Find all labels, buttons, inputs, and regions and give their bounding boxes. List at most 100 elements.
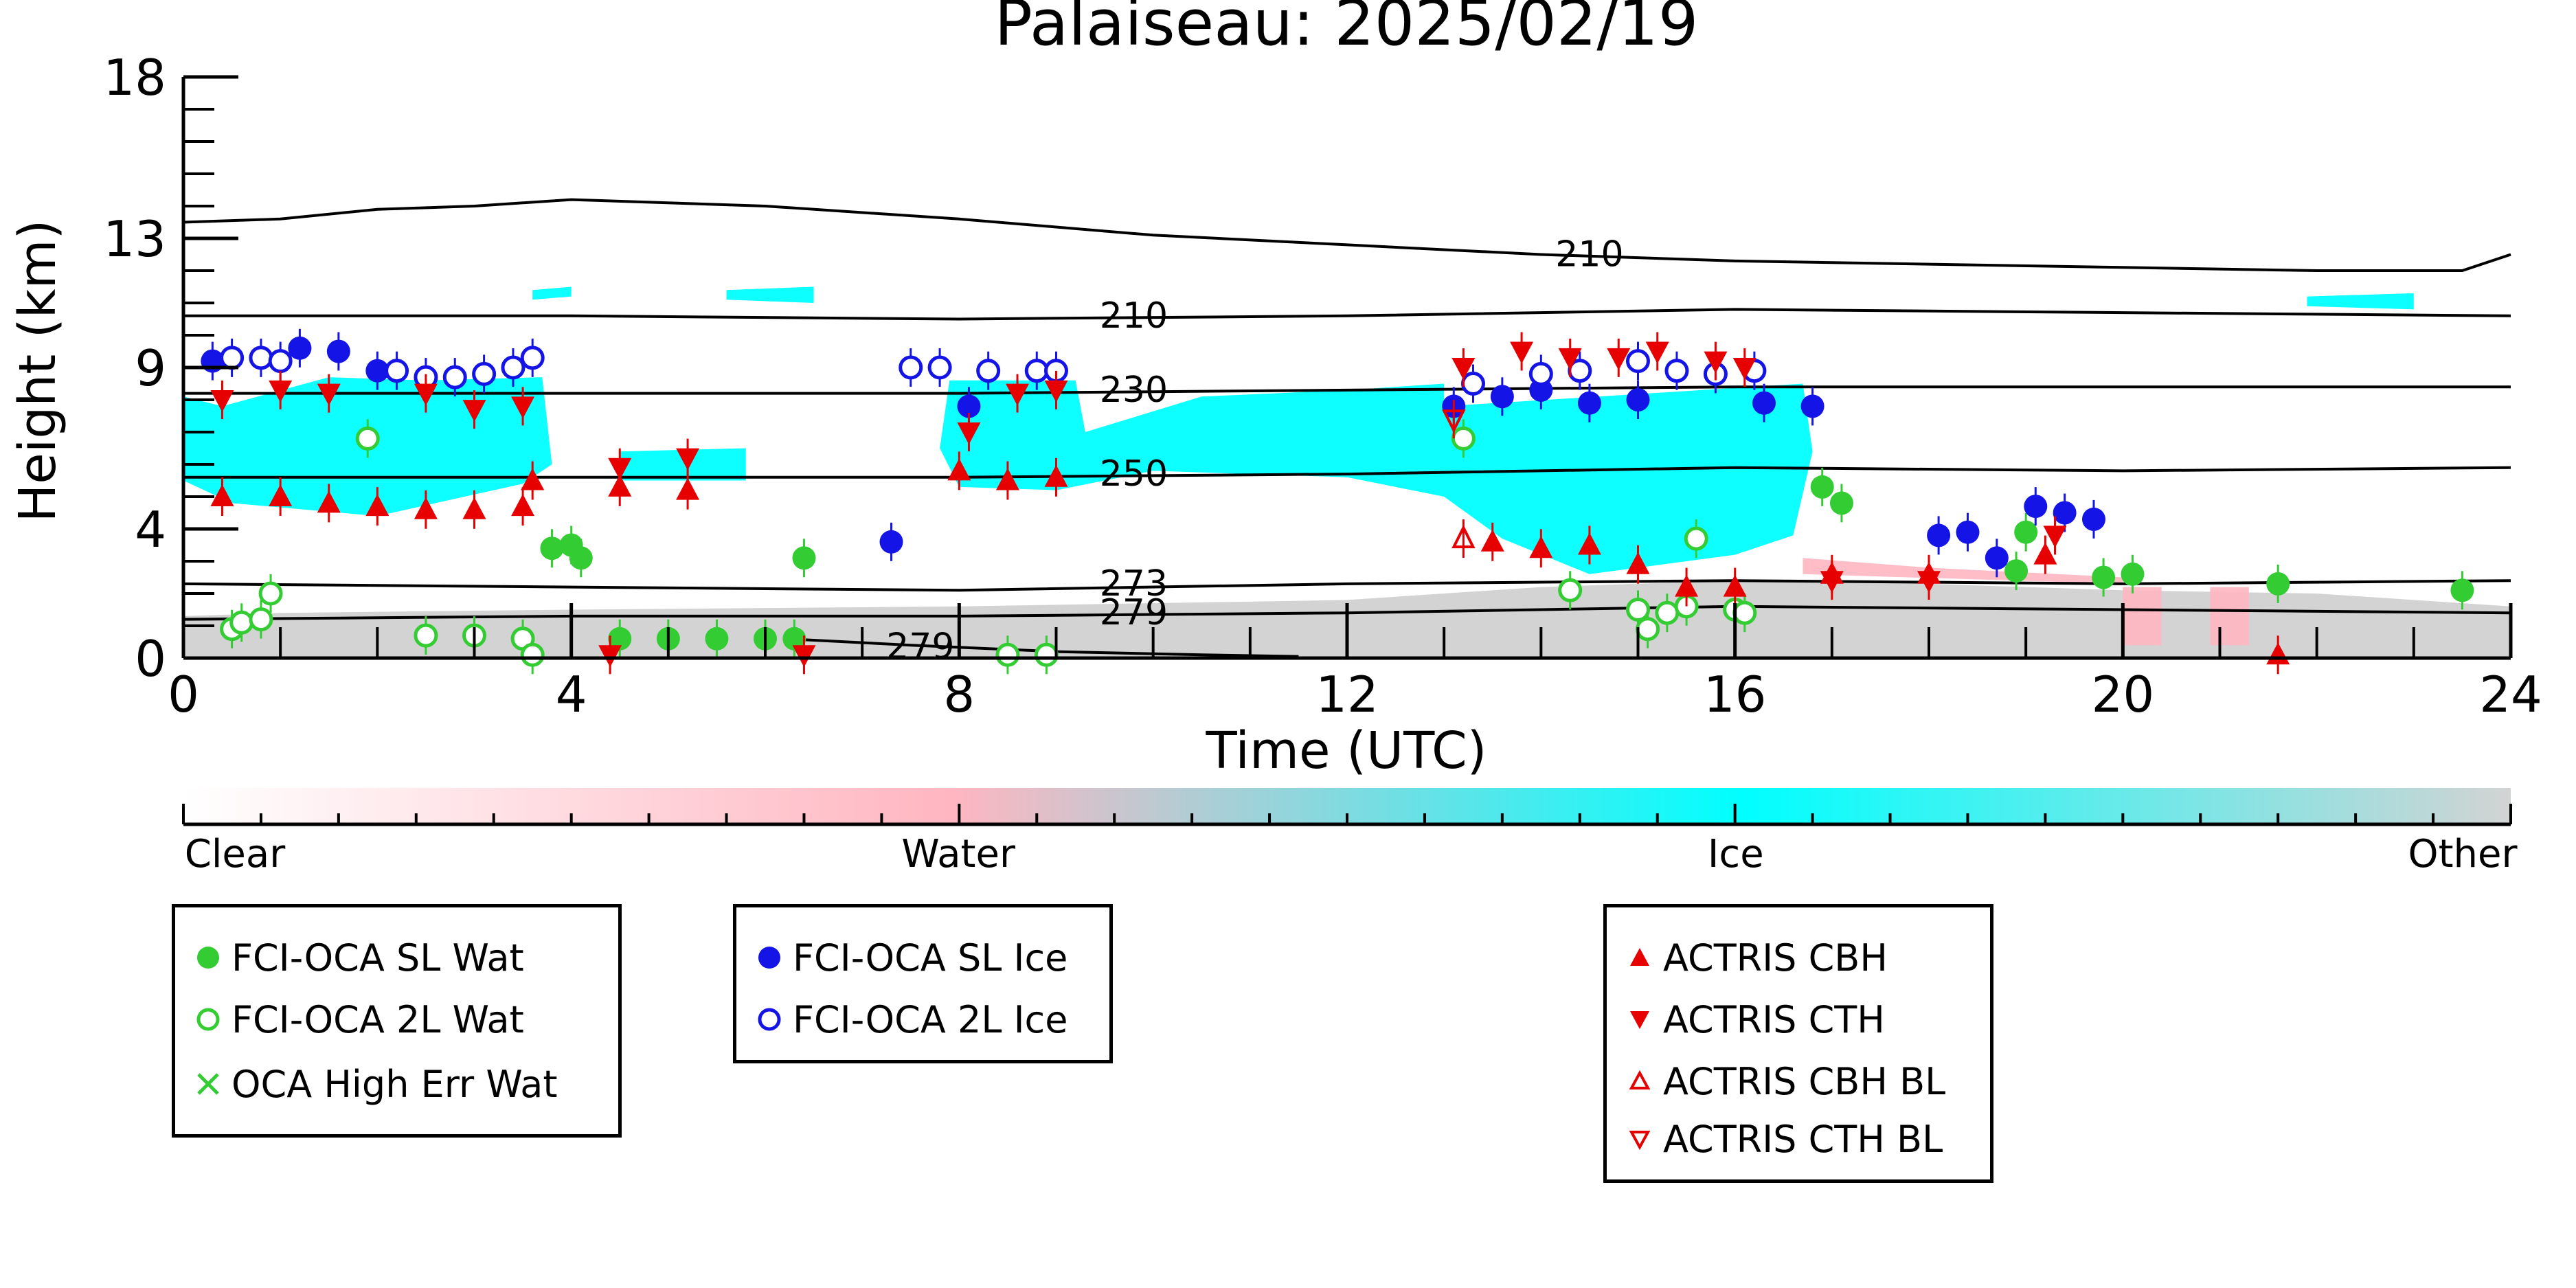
actris-cth-marker: [676, 448, 700, 471]
x-tick-label: 4: [556, 666, 587, 723]
actris-cth-marker: [598, 645, 622, 668]
fci-oca-sl-wat-marker: [2121, 562, 2145, 586]
fci-oca-sl-ice-marker: [1577, 391, 1601, 415]
fci-oca-2l-ice-marker: [385, 359, 409, 383]
fci-oca-2l-wat-marker: [1034, 642, 1059, 667]
contour-line: [183, 579, 2511, 592]
fci-oca-2l-ice-marker: [268, 349, 293, 374]
actris-cth-marker: [317, 383, 341, 406]
fci-oca-sl-wat-marker: [2004, 559, 2029, 583]
fci-oca-sl-ice-marker: [1927, 523, 1951, 547]
fci-oca-sl-wat-marker: [2014, 520, 2038, 544]
fci-oca-2l-wat-marker: [1655, 600, 1680, 625]
actris-cth-marker: [1645, 341, 1669, 364]
fci-oca-2l-ice-marker: [927, 355, 952, 380]
actris-cbh-marker: [1675, 574, 1699, 597]
observation-markers: [201, 328, 2474, 675]
x-tick-label: 24: [2479, 666, 2542, 723]
fci-oca-2l-ice-marker: [1024, 359, 1049, 383]
colorbar-label: Clear: [185, 832, 286, 877]
actris-cth-marker: [511, 396, 535, 419]
y-tick-label: 4: [135, 501, 166, 558]
open-circle-icon: [190, 999, 226, 1040]
contour-label: 273: [1100, 563, 1168, 605]
y-axis-label: Height (km): [8, 220, 67, 523]
fci-oca-2l-wat-marker: [1684, 526, 1708, 551]
water-region: [2123, 587, 2162, 646]
legend-item: FCI-OCA 2L Ice: [752, 995, 1067, 1043]
filled-triangle-down-icon: [1622, 999, 1658, 1040]
fci-oca-2l-wat-marker: [1451, 426, 1476, 451]
contour-line: [183, 308, 2511, 321]
x-tick-label: 8: [943, 666, 975, 723]
fci-oca-2l-ice-marker: [1461, 372, 1486, 396]
contour-label: 210: [1100, 295, 1168, 337]
legend-water: FCI-OCA SL Wat FCI-OCA 2L Wat OCA High E…: [172, 904, 622, 1138]
x-tick-label: 0: [168, 666, 199, 723]
fci-oca-2l-wat-marker: [1558, 578, 1583, 602]
fci-oca-sl-wat-marker: [1829, 491, 1853, 515]
fci-oca-2l-ice-marker: [220, 346, 245, 370]
legend-item: ACTRIS CBH: [1622, 934, 1888, 982]
actris-cth-marker: [1820, 571, 1844, 594]
x-tick-label: 20: [2092, 666, 2155, 723]
actris-cbh-marker: [317, 490, 341, 513]
open-triangle-down-icon: [1622, 1118, 1658, 1160]
contour-label: 279: [1100, 592, 1168, 633]
fci-oca-sl-wat-marker: [540, 536, 564, 561]
actris-cth-marker: [210, 390, 234, 412]
legend-ice: FCI-OCA SL Ice FCI-OCA 2L Ice: [733, 904, 1113, 1063]
legend-label: ACTRIS CTH BL: [1663, 1117, 1943, 1161]
actris-cbh-marker: [414, 497, 438, 519]
fci-oca-2l-ice-marker: [1664, 359, 1689, 383]
legend-actris: ACTRIS CBH ACTRIS CTH ACTRIS CBH BL ACTR…: [1603, 904, 1993, 1183]
actris-cbh-marker: [365, 494, 389, 517]
actris-cth-marker: [1732, 358, 1756, 380]
actris-cbh-marker: [995, 468, 1019, 490]
x-tick-label: 16: [1704, 666, 1767, 723]
fci-oca-2l-wat-marker: [1626, 598, 1650, 622]
x-marker-icon: [190, 1063, 226, 1105]
fci-oca-2l-wat-marker: [355, 426, 380, 451]
fci-oca-sl-ice-marker: [365, 359, 389, 383]
y-tick-label: 18: [103, 49, 166, 106]
water-region: [1803, 558, 2123, 584]
actris-cth-marker: [957, 422, 981, 444]
ice-region: [2307, 293, 2414, 310]
actris-cth-marker: [1510, 341, 1534, 364]
filled-circle-icon: [752, 937, 787, 978]
fci-oca-2l-wat-marker: [249, 607, 273, 632]
fci-oca-sl-wat-marker: [2092, 565, 2116, 589]
actris-cbh-marker: [269, 484, 293, 506]
colorbar-label: Other: [2408, 832, 2518, 877]
filled-circle-icon: [190, 937, 226, 978]
contour-line: [183, 198, 2511, 272]
fci-oca-sl-ice-marker: [1490, 385, 1514, 409]
actris-cth-marker: [1558, 348, 1582, 370]
fci-oca-2l-wat-marker: [1636, 617, 1660, 642]
ice-region: [940, 380, 1813, 574]
actris-cbh-marker: [1626, 552, 1650, 574]
x-axis-label: Time (UTC): [1205, 721, 1487, 780]
colorbar-label: Ice: [1708, 832, 1764, 877]
contour-label: 250: [1100, 453, 1168, 495]
water-region: [2210, 587, 2249, 646]
fci-oca-sl-ice-marker: [288, 336, 312, 360]
legend-label: FCI-OCA 2L Wat: [231, 997, 524, 1041]
y-tick-label: 13: [103, 210, 166, 268]
actris-cbh-marker: [1480, 529, 1504, 552]
fci-oca-sl-ice-marker: [2081, 507, 2105, 531]
fci-oca-2l-wat-marker: [229, 610, 254, 635]
actris-cbh-marker: [1577, 532, 1601, 555]
filled-triangle-up-icon: [1622, 937, 1658, 978]
legend-label: ACTRIS CTH: [1663, 997, 1885, 1041]
contour-line: [183, 466, 2511, 479]
legend-item: FCI-OCA SL Ice: [752, 934, 1067, 982]
fci-oca-sl-wat-marker: [792, 546, 816, 570]
colorbar: Clear Water Ice Other: [182, 788, 2518, 877]
actris-cth-marker: [462, 400, 486, 422]
actris-cbh-marker: [210, 484, 234, 506]
fci-oca-sl-wat-marker: [569, 546, 593, 570]
fci-oca-sl-wat-marker: [2266, 572, 2290, 596]
